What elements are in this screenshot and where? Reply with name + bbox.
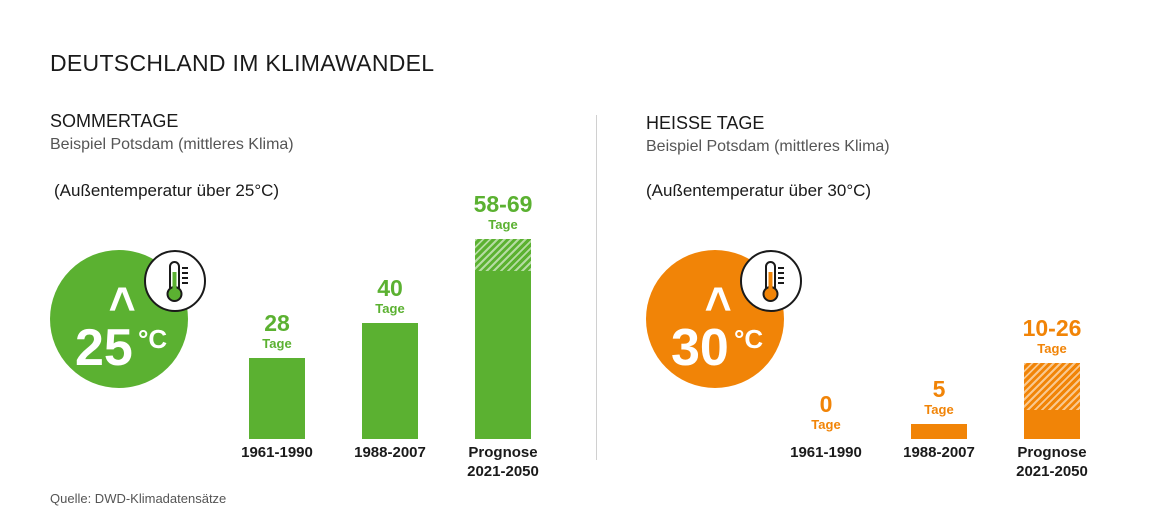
data-label-value: 40 <box>377 275 403 301</box>
bar <box>911 424 967 439</box>
source-note: Quelle: DWD-Klimadatensätze <box>50 491 227 506</box>
category-label-line: Prognose <box>1017 444 1087 461</box>
data-label: 10-26 Tage <box>992 315 1112 356</box>
section-subtitle: Beispiel Potsdam (mittleres Klima) <box>50 136 294 153</box>
data-label-value: 58-69 <box>473 191 533 217</box>
category-label: Prognose 2021-2050 <box>443 443 563 481</box>
section-note: (Außentemperatur über 30°C) <box>646 181 872 200</box>
data-label-unit: Tage <box>488 217 518 232</box>
category-label: 1988-2007 <box>879 443 999 462</box>
section-title: SOMMERTAGE <box>50 111 179 131</box>
temperature-badge: > 30 °C <box>646 250 784 388</box>
data-label: 0 Tage <box>766 391 886 432</box>
badge-value: 30 <box>671 319 729 377</box>
thermometer-icon <box>144 250 206 312</box>
thermometer-icon <box>740 250 802 312</box>
bar <box>475 271 531 439</box>
bar-range <box>1024 363 1080 410</box>
category-label: Prognose 2021-2050 <box>992 443 1112 481</box>
category-label-line: 1988-2007 <box>903 444 975 461</box>
bar-chart-sommertage: 28 Tage 1961-1990 40 Tage 1988-2007 58-69 Tage P… <box>217 191 563 481</box>
divider <box>596 115 597 460</box>
category-label-line: 2021-2050 <box>467 463 539 480</box>
data-label-unit: Tage <box>1037 341 1067 356</box>
badge-value: 25 <box>75 319 133 377</box>
badge-unit: °C <box>734 324 764 354</box>
data-label-unit: Tage <box>811 417 841 432</box>
category-label-line: 1988-2007 <box>354 444 426 461</box>
category-label-line: Prognose <box>468 444 538 461</box>
category-label: 1961-1990 <box>766 443 886 462</box>
section-note: (Außentemperatur über 25°C) <box>54 181 280 200</box>
page-title: DEUTSCHLAND IM KLIMAWANDEL <box>50 50 435 76</box>
data-label-value: 10-26 <box>1022 315 1082 341</box>
category-label: 1988-2007 <box>330 443 450 462</box>
section-subtitle: Beispiel Potsdam (mittleres Klima) <box>646 138 890 155</box>
category-label-line: 1961-1990 <box>241 444 313 461</box>
data-label: 58-69 Tage <box>443 191 563 232</box>
data-label-unit: Tage <box>262 336 292 351</box>
bar <box>1024 410 1080 439</box>
data-label-unit: Tage <box>375 301 405 316</box>
bar <box>249 358 305 439</box>
badge-unit: °C <box>138 324 168 354</box>
data-label-value: 0 <box>819 391 833 417</box>
data-label: 5 Tage <box>879 376 999 417</box>
data-label-value: 28 <box>264 310 290 336</box>
category-label-line: 2021-2050 <box>1016 463 1088 480</box>
data-label: 40 Tage <box>330 275 450 316</box>
section-title: HEISSE TAGE <box>646 113 765 133</box>
data-label-value: 5 <box>932 376 946 402</box>
category-label: 1961-1990 <box>217 443 337 462</box>
data-label: 28 Tage <box>217 310 337 351</box>
bar-range <box>475 239 531 271</box>
bar <box>362 323 418 439</box>
data-label-unit: Tage <box>924 402 954 417</box>
category-label-line: 1961-1990 <box>790 444 862 461</box>
